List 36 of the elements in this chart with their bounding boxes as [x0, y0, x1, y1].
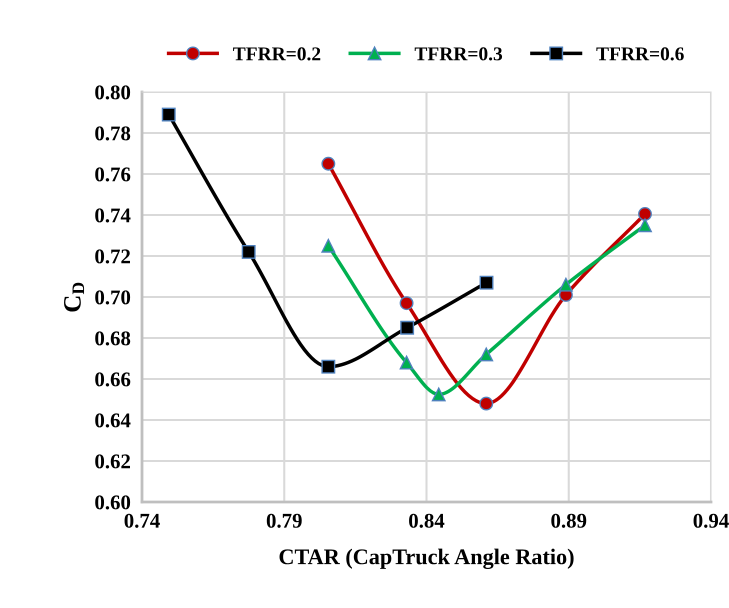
y-tick-label: 0.66 — [95, 372, 130, 387]
legend-label: TFRR=0.6 — [596, 47, 684, 60]
point — [162, 108, 176, 122]
point — [480, 276, 494, 290]
y-tick-label: 0.68 — [95, 331, 130, 346]
x-tick-label: 0.84 — [409, 514, 444, 528]
x-axis-title: CTAR (CapTruck Angle Ratio) — [280, 548, 574, 569]
point — [321, 156, 336, 171]
point — [321, 360, 336, 374]
point — [432, 387, 446, 402]
x-tick-label: 0.94 — [694, 514, 729, 528]
x-tick-label: 0.89 — [551, 514, 586, 528]
y-axis-title: C$_{D}$ — [64, 282, 84, 312]
y-tick-label: 0.64 — [95, 413, 130, 428]
y-tick-label: 0.76 — [95, 167, 130, 182]
point — [638, 207, 652, 221]
y-tick-label: 0.62 — [95, 454, 130, 469]
point — [400, 356, 414, 370]
x-tick-label: 0.79 — [266, 514, 302, 528]
x-tick-label: 0.74 — [124, 514, 160, 528]
y-tick-label: 0.80 — [95, 85, 130, 100]
point — [321, 238, 336, 253]
legend-label: TFRR=0.2 — [233, 47, 320, 60]
y-tick-label: 0.70 — [95, 290, 130, 305]
point — [558, 278, 573, 292]
y-tick-label: 0.78 — [95, 126, 130, 141]
point — [400, 296, 414, 310]
y-tick-label: 0.72 — [95, 249, 130, 264]
y-tick-label: 0.60 — [95, 495, 130, 510]
point — [242, 244, 256, 259]
point — [400, 320, 414, 335]
y-tick-label: 0.74 — [95, 208, 130, 223]
legend-label: TFRR=0.3 — [414, 47, 502, 60]
point — [479, 396, 494, 411]
point — [638, 218, 652, 232]
point — [479, 347, 494, 362]
